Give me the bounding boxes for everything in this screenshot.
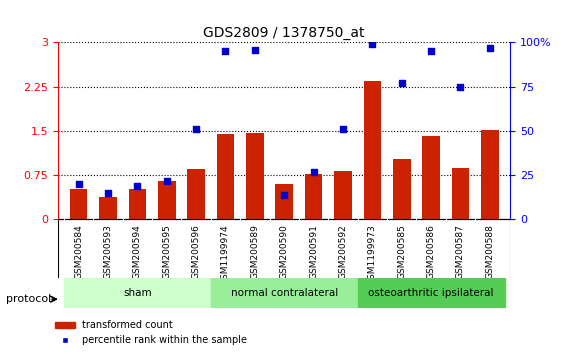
Text: GSM1199974: GSM1199974: [221, 224, 230, 285]
Point: [162, 178, 171, 183]
Bar: [70, 189, 88, 219]
Point: [397, 80, 407, 86]
Text: GSM200584: GSM200584: [74, 224, 83, 279]
Bar: [334, 171, 351, 219]
Point: [338, 126, 347, 132]
Point: [133, 183, 142, 189]
Text: normal contralateral: normal contralateral: [231, 288, 338, 298]
Text: GSM200586: GSM200586: [426, 224, 436, 279]
Bar: [187, 169, 205, 219]
Point: [426, 48, 436, 54]
Bar: [158, 181, 176, 219]
Text: GSM200593: GSM200593: [103, 224, 113, 279]
Text: protocol: protocol: [6, 294, 51, 304]
Point: [250, 47, 259, 52]
Point: [368, 41, 377, 47]
Bar: [99, 197, 117, 219]
Bar: [211, 278, 358, 308]
Bar: [358, 278, 505, 308]
Text: GSM200588: GSM200588: [485, 224, 494, 279]
Text: GSM200594: GSM200594: [133, 224, 142, 279]
Point: [74, 181, 83, 187]
Point: [103, 190, 113, 196]
Bar: [217, 134, 234, 219]
Text: sham: sham: [123, 288, 151, 298]
Text: GSM200595: GSM200595: [162, 224, 171, 279]
Text: osteoarthritic ipsilateral: osteoarthritic ipsilateral: [368, 288, 494, 298]
Bar: [246, 133, 264, 219]
Bar: [364, 81, 381, 219]
Text: GSM200589: GSM200589: [251, 224, 259, 279]
Bar: [393, 159, 411, 219]
Text: GSM1199973: GSM1199973: [368, 224, 377, 285]
Point: [221, 48, 230, 54]
Bar: [304, 174, 322, 219]
Text: GSM200590: GSM200590: [280, 224, 289, 279]
Point: [456, 84, 465, 90]
Point: [280, 192, 289, 198]
Bar: [129, 189, 146, 219]
Bar: [481, 130, 499, 219]
Legend: transformed count, percentile rank within the sample: transformed count, percentile rank withi…: [51, 316, 251, 349]
Text: GSM200592: GSM200592: [339, 224, 347, 279]
Bar: [422, 136, 440, 219]
Bar: [452, 167, 469, 219]
Text: GSM200591: GSM200591: [309, 224, 318, 279]
Point: [485, 45, 495, 51]
Text: GSM200587: GSM200587: [456, 224, 465, 279]
Text: GSM200585: GSM200585: [397, 224, 406, 279]
Point: [309, 169, 318, 175]
Text: GSM200596: GSM200596: [191, 224, 201, 279]
Point: [191, 126, 201, 132]
Bar: [276, 184, 293, 219]
Bar: [64, 278, 211, 308]
Title: GDS2809 / 1378750_at: GDS2809 / 1378750_at: [204, 26, 365, 40]
